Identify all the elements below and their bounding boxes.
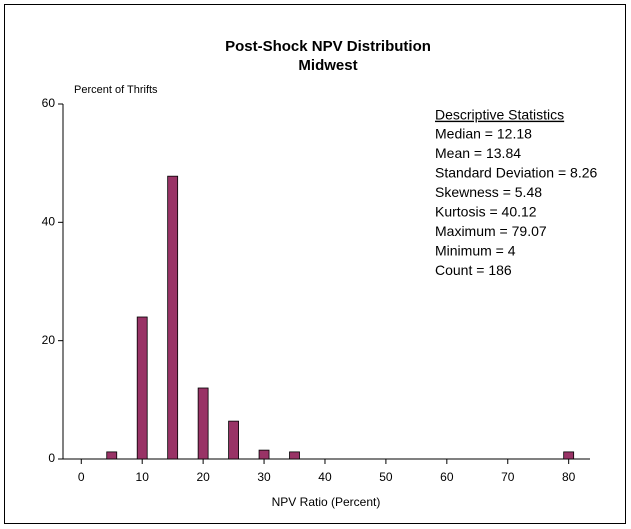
x-tick-label: 60 xyxy=(440,470,454,484)
x-tick-label: 20 xyxy=(196,470,210,484)
bar xyxy=(197,387,209,460)
y-tick-label: 20 xyxy=(42,333,56,347)
bar xyxy=(167,175,179,460)
chart-subtitle: Midwest xyxy=(298,57,357,74)
stat-line: Minimum = 4 xyxy=(435,243,516,259)
y-axis-label: Percent of Thrifts xyxy=(74,84,158,96)
bar xyxy=(136,316,148,460)
x-tick-label: 0 xyxy=(78,470,85,484)
x-tick-label: 80 xyxy=(562,470,576,484)
stat-line: Count = 186 xyxy=(435,262,512,278)
stat-line: Median = 12.18 xyxy=(435,126,532,142)
stat-line: Mean = 13.84 xyxy=(435,145,521,161)
stat-line: Skewness = 5.48 xyxy=(435,184,542,200)
x-tick-label: 70 xyxy=(501,470,515,484)
chart-frame xyxy=(4,4,626,524)
x-tick-label: 50 xyxy=(379,470,393,484)
bar xyxy=(289,451,300,460)
stat-line: Standard Deviation = 8.26 xyxy=(435,165,597,181)
bar xyxy=(106,451,118,460)
y-tick-label: 40 xyxy=(42,215,56,229)
bar xyxy=(563,451,575,460)
x-tick-label: 30 xyxy=(257,470,271,484)
x-tick-label: 10 xyxy=(136,470,150,484)
stats-title: Descriptive Statistics xyxy=(435,107,564,123)
bar xyxy=(258,449,270,460)
x-tick-label: 40 xyxy=(318,470,332,484)
stat-line: Maximum = 79.07 xyxy=(435,223,547,239)
x-axis-label: NPV Ratio (Percent) xyxy=(272,495,381,509)
y-tick-label: 0 xyxy=(48,451,55,465)
bar xyxy=(228,420,239,460)
stat-line: Kurtosis = 40.12 xyxy=(435,204,537,220)
chart-title: Post-Shock NPV Distribution xyxy=(225,38,431,55)
y-tick-label: 60 xyxy=(42,96,56,110)
